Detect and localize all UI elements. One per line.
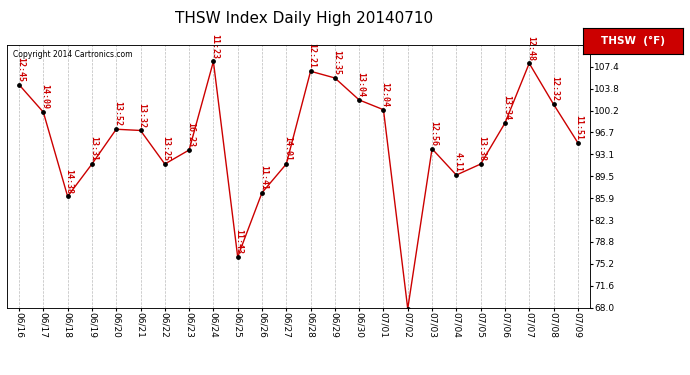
- Text: 14:38: 14:38: [65, 169, 74, 194]
- Text: Copyright 2014 Cartronics.com: Copyright 2014 Cartronics.com: [12, 50, 132, 59]
- Text: 13:38: 13:38: [477, 136, 486, 161]
- Point: [208, 58, 219, 64]
- Point: [572, 140, 583, 146]
- Point: [378, 107, 389, 113]
- Text: 13:52: 13:52: [113, 102, 122, 126]
- Text: 08:31: 08:31: [0, 374, 1, 375]
- Text: 13:31: 13:31: [89, 136, 98, 161]
- Text: 13:25: 13:25: [161, 136, 170, 161]
- Text: 13:04: 13:04: [356, 72, 365, 97]
- Text: 11:23: 11:23: [210, 34, 219, 59]
- Text: 12:04: 12:04: [380, 82, 389, 107]
- Point: [135, 128, 146, 134]
- Text: 12:45: 12:45: [16, 57, 25, 82]
- Text: 11:41: 11:41: [259, 165, 268, 190]
- Point: [281, 161, 292, 167]
- Text: 13:32: 13:32: [137, 103, 146, 128]
- Point: [475, 161, 486, 167]
- Text: 16:23: 16:23: [186, 122, 195, 147]
- Point: [110, 126, 121, 132]
- Text: THSW  (°F): THSW (°F): [601, 36, 665, 46]
- Text: 14:09: 14:09: [40, 84, 49, 109]
- Point: [159, 161, 170, 167]
- Text: 12:48: 12:48: [526, 36, 535, 60]
- Point: [500, 120, 511, 126]
- Point: [426, 146, 437, 152]
- Point: [329, 75, 340, 81]
- Text: THSW Index Daily High 20140710: THSW Index Daily High 20140710: [175, 11, 433, 26]
- Point: [257, 190, 268, 196]
- Text: 13:34: 13:34: [502, 95, 511, 120]
- Text: 12:56: 12:56: [429, 121, 438, 146]
- Point: [548, 101, 559, 107]
- Point: [524, 60, 535, 66]
- Text: 4:11: 4:11: [453, 152, 462, 172]
- Text: 12:32: 12:32: [551, 76, 560, 101]
- Text: 11:43: 11:43: [235, 229, 244, 254]
- Point: [14, 82, 25, 88]
- Text: 12:35: 12:35: [332, 50, 341, 75]
- Point: [184, 147, 195, 153]
- Point: [354, 97, 365, 103]
- Point: [402, 306, 413, 312]
- Point: [305, 68, 316, 74]
- Text: 14:01: 14:01: [283, 136, 292, 161]
- Text: 11:51: 11:51: [575, 115, 584, 140]
- Text: 12:21: 12:21: [308, 44, 317, 69]
- Point: [38, 109, 49, 115]
- Point: [232, 254, 243, 260]
- Point: [62, 194, 73, 200]
- Point: [86, 161, 97, 167]
- Point: [451, 172, 462, 178]
